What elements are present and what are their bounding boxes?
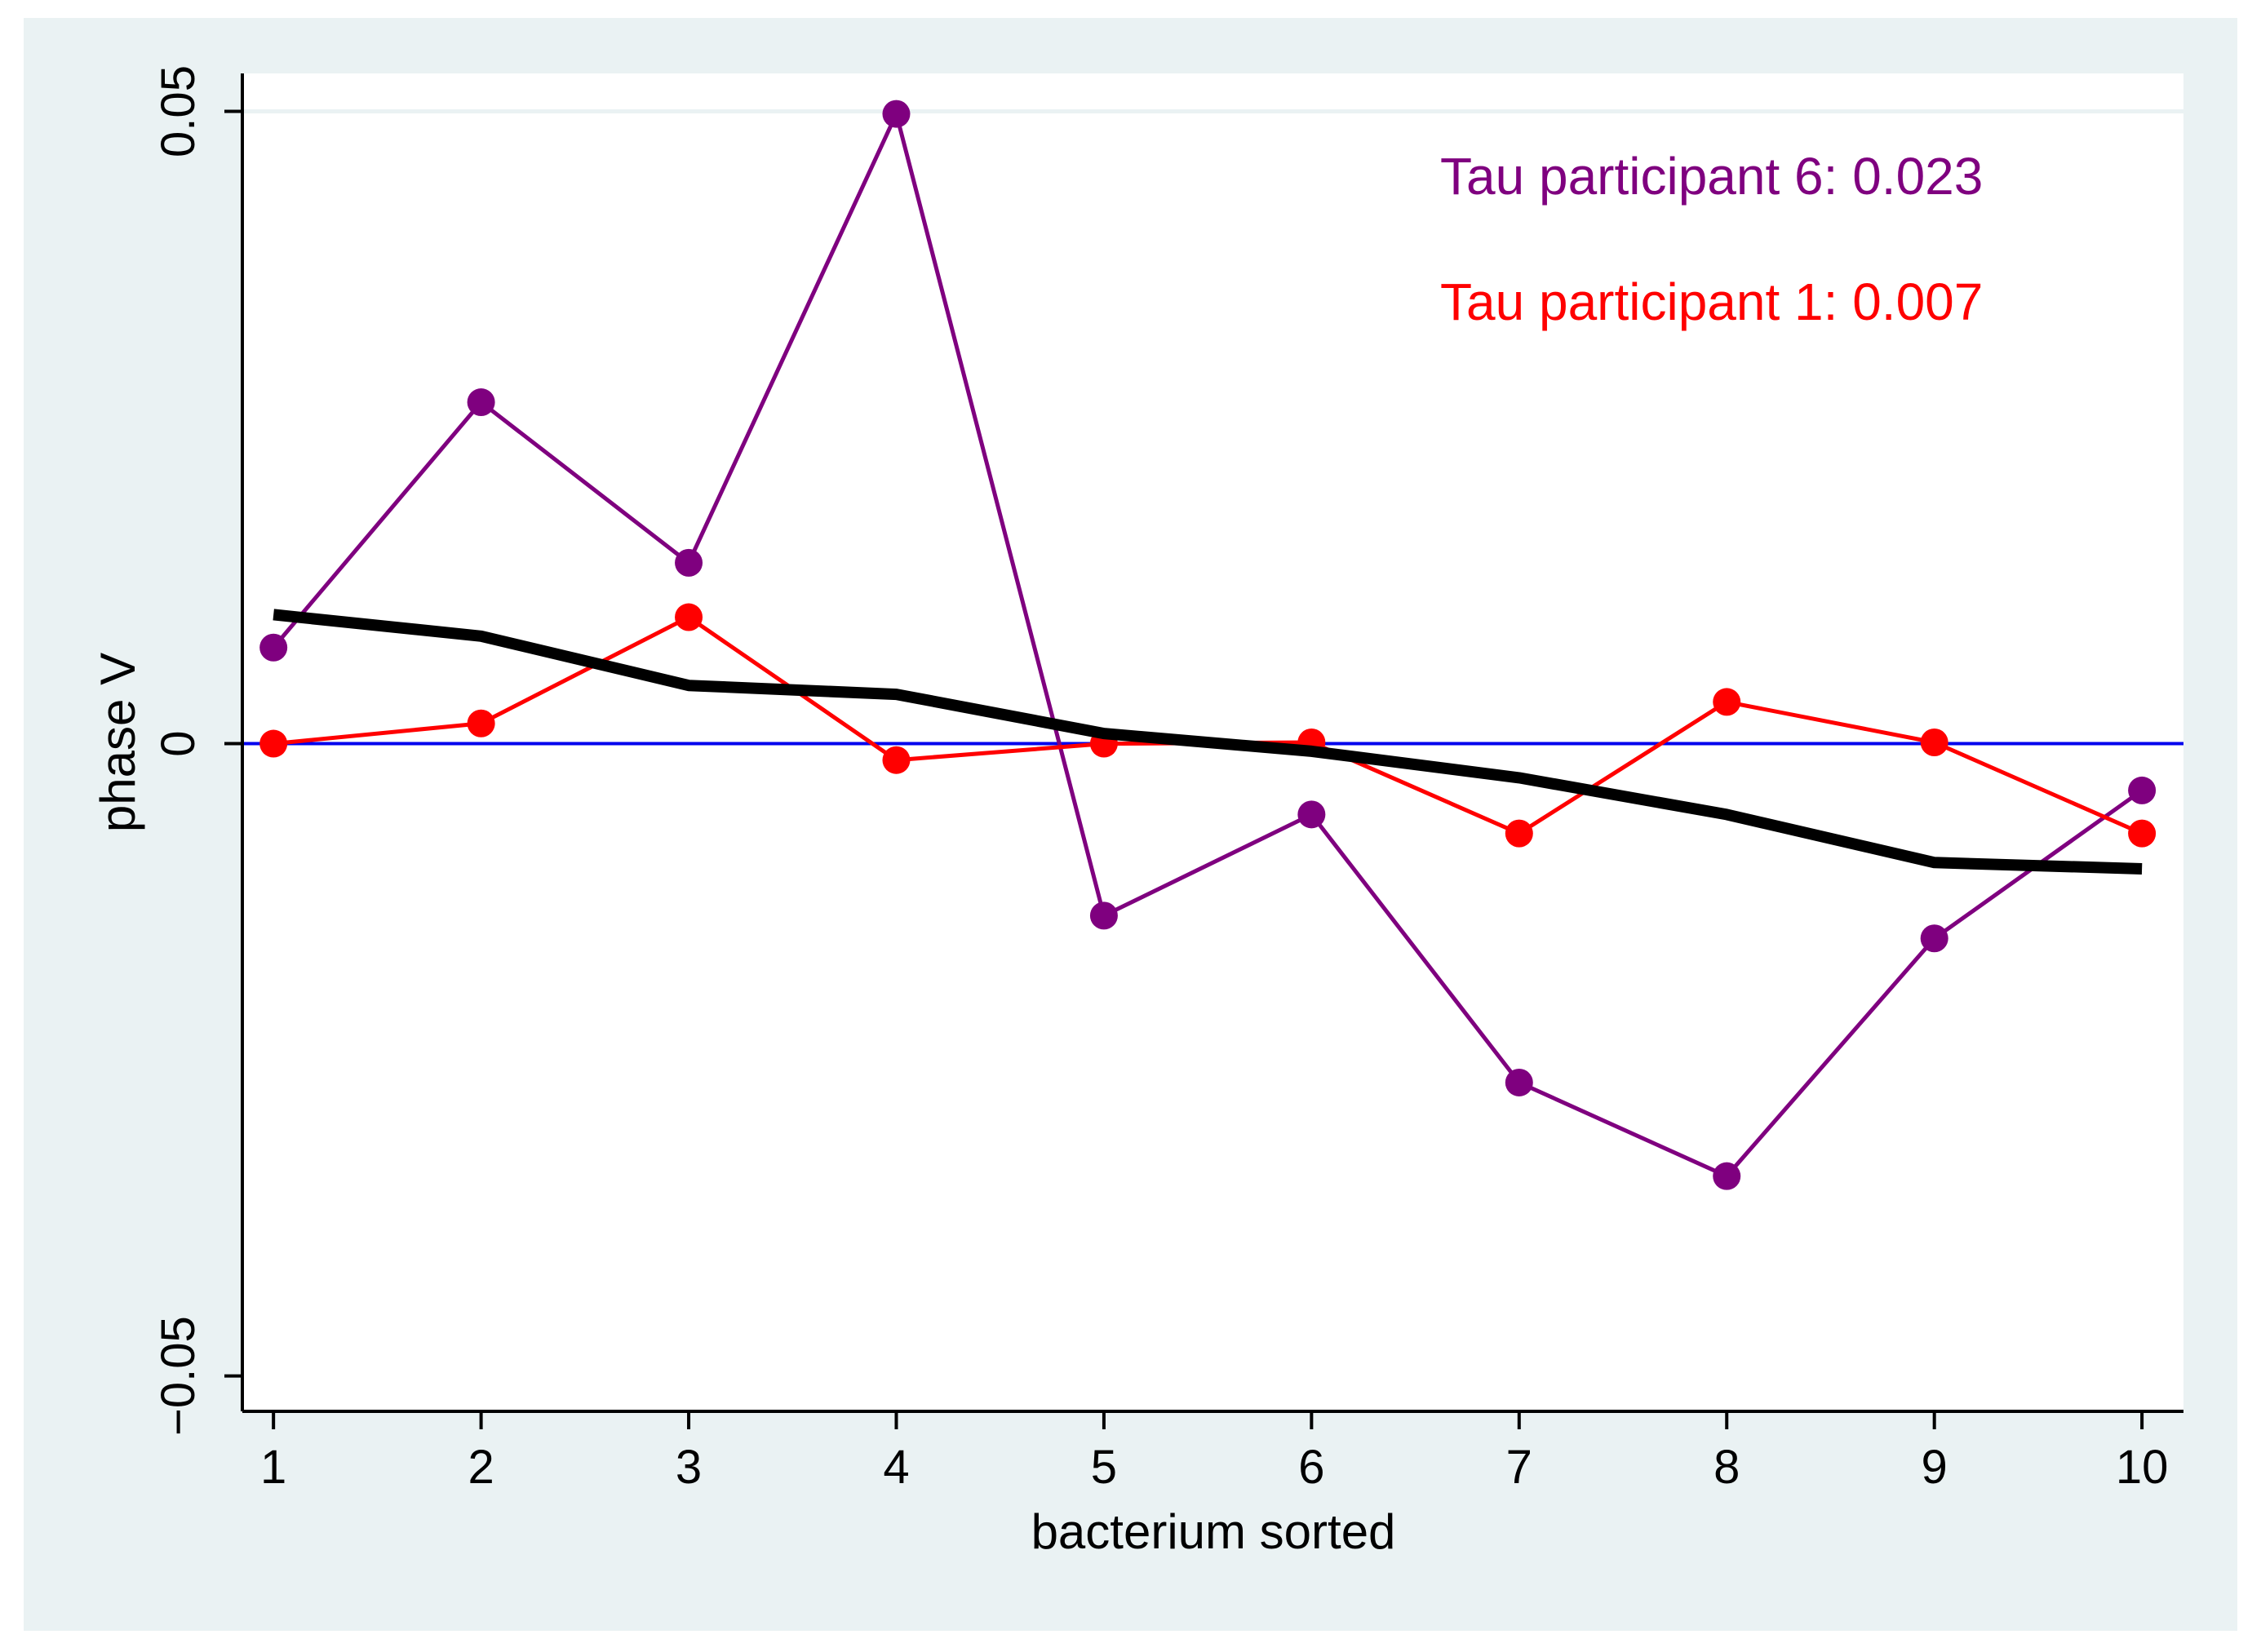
marker-participant-6-4 <box>882 100 911 128</box>
x-tick-label-5: 5 <box>1091 1441 1117 1494</box>
marker-participant-6-9 <box>1920 924 1948 953</box>
marker-participant-6-2 <box>467 388 495 417</box>
marker-participant-1-7 <box>1505 819 1533 848</box>
y-axis-title: phase V <box>91 653 145 832</box>
x-tick-label-9: 9 <box>1922 1441 1948 1494</box>
series-fit <box>273 609 2143 875</box>
marker-participant-1-4 <box>882 746 911 774</box>
series-line-participant-6 <box>272 112 2144 1179</box>
marker-participant-6-5 <box>1089 901 1118 930</box>
x-tick-label-10: 10 <box>2116 1441 2169 1494</box>
y-tick-label-1: 0 <box>152 730 205 756</box>
x-tick-label-1: 1 <box>260 1441 286 1494</box>
marker-participant-1-8 <box>1713 688 1741 716</box>
x-tick-label-6: 6 <box>1298 1441 1324 1494</box>
marker-participant-1-9 <box>1920 729 1948 756</box>
annotation-tau-participant-6: Tau participant 6: 0.023 <box>1440 147 1983 206</box>
marker-participant-6-1 <box>259 633 288 662</box>
marker-participant-1-1 <box>259 729 288 758</box>
marker-participant-1-10 <box>2128 819 2157 848</box>
marker-participant-6-8 <box>1713 1162 1741 1190</box>
marker-participant-6-3 <box>675 548 703 577</box>
marker-participant-1-2 <box>467 709 495 737</box>
x-tick-label-8: 8 <box>1713 1441 1740 1494</box>
y-tick-label-0: −0.05 <box>152 1316 205 1436</box>
marker-participant-6-6 <box>1297 800 1326 829</box>
series-line-fit <box>273 609 2143 875</box>
x-axis-title: bacterium sorted <box>1031 1504 1396 1559</box>
marker-participant-1-3 <box>675 603 703 631</box>
x-tick-label-4: 4 <box>883 1441 909 1494</box>
x-tick-label-7: 7 <box>1506 1441 1532 1494</box>
marker-participant-6-10 <box>2128 776 2157 804</box>
annotation-tau-participant-1: Tau participant 1: 0.007 <box>1440 272 1983 331</box>
x-tick-label-3: 3 <box>676 1441 702 1494</box>
series-participant-6 <box>259 100 2157 1190</box>
y-tick-label-2: 0.05 <box>152 65 205 157</box>
marker-participant-6-7 <box>1505 1068 1533 1096</box>
x-tick-label-2: 2 <box>468 1441 494 1494</box>
